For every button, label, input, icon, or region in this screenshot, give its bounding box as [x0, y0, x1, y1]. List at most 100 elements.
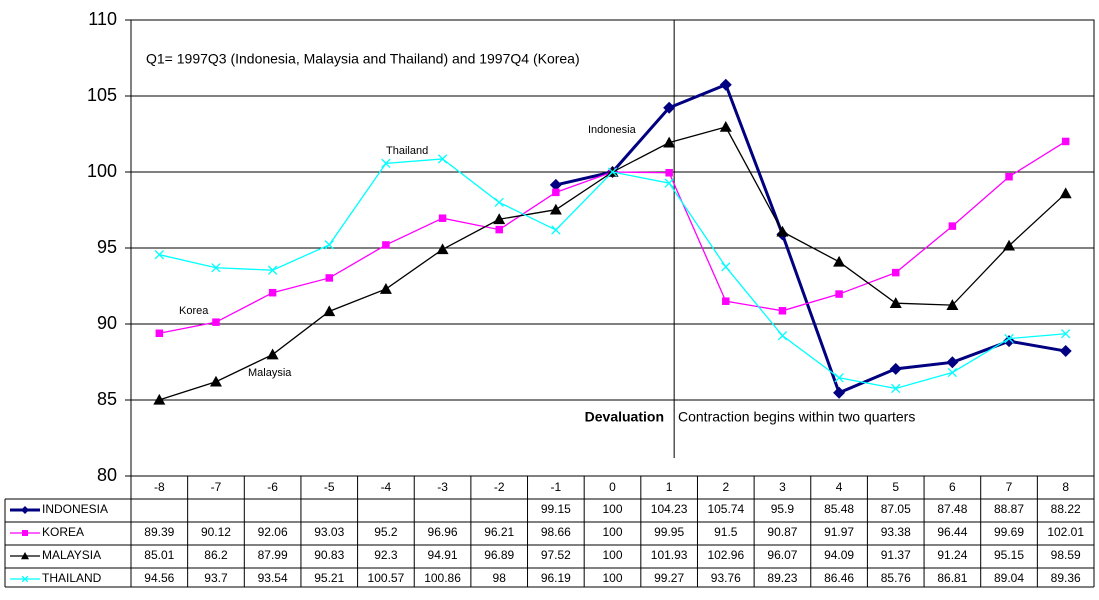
table-value: 93.54: [258, 571, 288, 585]
marker: [379, 283, 392, 294]
x-tick-label: 0: [609, 480, 616, 494]
marker: [436, 243, 449, 255]
table-value: 94.56: [144, 571, 174, 585]
x-tick-label: 4: [836, 480, 843, 494]
marker: [493, 213, 506, 225]
table-value: 99.27: [654, 571, 684, 585]
table-value: 90.83: [314, 548, 344, 562]
table-value: 96.21: [484, 525, 514, 539]
marker: [778, 307, 787, 315]
marker: [721, 262, 731, 272]
marker: [209, 375, 222, 387]
annotation: Indonesia: [588, 124, 637, 136]
marker: [1003, 239, 1016, 251]
table-value: 100.57: [368, 571, 405, 585]
legend-label: MALAYSIA: [42, 548, 101, 562]
marker: [835, 290, 843, 298]
table-value: 96.44: [937, 525, 967, 539]
marker: [1059, 187, 1072, 199]
marker: [947, 367, 958, 378]
table-value: 102.96: [707, 548, 744, 562]
marker: [946, 356, 959, 369]
marker: [1059, 345, 1072, 358]
x-tick-label: -8: [154, 480, 165, 494]
table-value: 89.23: [767, 571, 797, 585]
marker: [551, 225, 561, 235]
x-tick-label: 1: [666, 480, 673, 494]
marker: [154, 250, 164, 260]
marker: [212, 318, 220, 326]
table-value: 89.39: [144, 525, 174, 539]
x-tick-label: -2: [494, 480, 505, 494]
table-value: 99.15: [541, 502, 571, 516]
marker: [495, 225, 503, 234]
marker: [607, 167, 618, 177]
x-tick-label: 5: [892, 480, 899, 494]
table-value: 88.22: [1051, 502, 1081, 516]
marker: [549, 178, 562, 191]
x-tick-label: 7: [1006, 480, 1013, 494]
marker: [155, 329, 164, 338]
y-tick-label: 100: [87, 161, 117, 181]
annotation: Devaluation: [585, 409, 664, 425]
table-value: 95.21: [314, 571, 344, 585]
table-value: 95.2: [374, 525, 398, 539]
legend-label: KOREA: [42, 525, 84, 539]
table-value: 91.5: [714, 525, 738, 539]
x-tick-label: 3: [779, 480, 786, 494]
table-value: 98: [493, 571, 507, 585]
table-value: 87.05: [881, 502, 911, 516]
table-value: 89.36: [1051, 571, 1081, 585]
y-tick-label: 80: [97, 465, 117, 485]
table-value: 96.89: [484, 548, 514, 562]
table-value: 98.59: [1051, 548, 1081, 562]
table-value: 93.03: [314, 525, 344, 539]
legend-label: INDONESIA: [42, 502, 108, 516]
marker: [891, 383, 901, 394]
marker: [437, 154, 448, 164]
y-tick-label: 90: [97, 313, 117, 333]
marker: [776, 225, 789, 237]
marker: [719, 78, 732, 91]
table-value: 100.86: [424, 571, 461, 585]
table-value: 92.3: [374, 548, 398, 562]
marker: [663, 136, 676, 148]
table-value: 95.9: [771, 502, 795, 516]
table-value: 91.24: [937, 548, 967, 562]
marker: [889, 362, 902, 375]
x-tick-label: -1: [551, 480, 562, 494]
table-value: 86.81: [937, 571, 967, 585]
marker: [325, 274, 334, 282]
table-value: 94.91: [428, 548, 458, 562]
series-line: [555, 82, 1066, 395]
marker: [1061, 329, 1071, 339]
table-value: 91.37: [881, 548, 911, 562]
y-tick-label: 105: [87, 85, 117, 105]
table-value: 96.07: [767, 548, 797, 562]
x-tick-label: -3: [437, 480, 448, 494]
x-tick-label: 6: [949, 480, 956, 494]
table-value: 95.15: [994, 548, 1024, 562]
annotation: Q1= 1997Q3 (Indonesia, Malaysia and Thai…: [146, 51, 580, 67]
y-tick-label: 110: [88, 9, 117, 29]
marker: [664, 178, 674, 188]
table-value: 102.01: [1047, 525, 1084, 539]
table-value: 85.01: [144, 548, 174, 562]
table-value: 100: [602, 525, 622, 539]
marker: [22, 530, 28, 536]
marker: [889, 297, 902, 308]
marker: [777, 331, 788, 341]
y-tick-label: 85: [97, 389, 117, 409]
table-value: 93.7: [204, 571, 228, 585]
table-value: 100: [602, 571, 622, 585]
table-value: 97.52: [541, 548, 571, 562]
table-value: 89.04: [994, 571, 1024, 585]
marker: [21, 575, 29, 583]
marker: [552, 188, 560, 197]
marker: [719, 121, 732, 132]
table-value: 90.87: [767, 525, 797, 539]
x-tick-label: 2: [722, 480, 729, 494]
marker: [268, 288, 277, 297]
marker: [1005, 172, 1013, 181]
table-value: 99.69: [994, 525, 1024, 539]
